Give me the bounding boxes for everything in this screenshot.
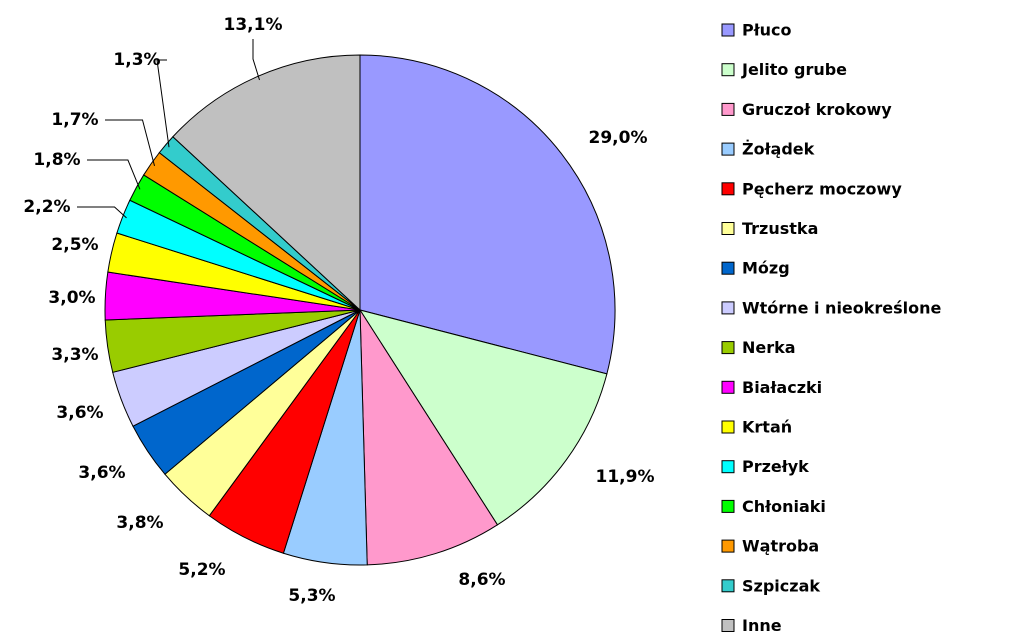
legend-swatch	[721, 301, 735, 315]
legend-swatch	[721, 222, 735, 235]
data-label: 1,8%	[33, 150, 80, 170]
legend-label: Wątroba	[742, 537, 819, 556]
leader-line	[252, 39, 260, 81]
legend-label: Płuco	[742, 21, 792, 40]
data-label: 2,2%	[23, 197, 70, 217]
pie-slice	[358, 309, 608, 526]
legend-label: Szpiczak	[742, 576, 820, 595]
legend-label: Trzustka	[742, 219, 818, 238]
data-label: 1,7%	[51, 110, 98, 130]
legend-label: Jelito grube	[741, 60, 847, 79]
legend-label: Mózg	[742, 259, 790, 278]
legend-swatch	[721, 460, 735, 474]
legend-label: Inne	[742, 616, 782, 635]
legend-swatch	[721, 142, 735, 156]
legend-swatch	[721, 63, 735, 77]
data-label: 13,1%	[224, 15, 283, 35]
data-label: 3,6%	[56, 403, 103, 423]
data-label: 3,0%	[48, 288, 95, 308]
data-label: 2,5%	[51, 235, 98, 255]
legend-label: Pęcherz moczowy	[742, 179, 902, 198]
legend-swatch	[721, 380, 735, 394]
data-label: 3,6%	[78, 463, 125, 483]
legend-swatch	[721, 341, 735, 355]
leader-line	[105, 119, 155, 166]
data-label: 5,2%	[178, 560, 225, 580]
legend-label: Wtórne i nieokreślone	[742, 298, 942, 317]
leader-line	[156, 59, 170, 148]
legend-swatch	[721, 420, 735, 434]
legend-swatch	[721, 102, 735, 116]
data-label: 11,9%	[596, 467, 655, 487]
legend-swatch	[721, 539, 735, 553]
legend-swatch	[721, 23, 735, 37]
leader-line	[77, 206, 127, 219]
legend-label: Gruczoł krokowy	[742, 100, 892, 119]
data-label: 29,0%	[589, 128, 648, 148]
data-label: 5,3%	[288, 586, 335, 606]
legend-swatch	[721, 619, 735, 632]
legend-label: Nerka	[742, 338, 796, 357]
pie-slice	[359, 308, 499, 566]
legend-label: Krtań	[742, 418, 792, 437]
legend-label: Przełyk	[742, 457, 809, 476]
legend-swatch	[721, 579, 735, 593]
leader-line	[87, 159, 141, 190]
legend-swatch	[721, 261, 735, 275]
data-label: 3,3%	[51, 345, 98, 365]
legend-swatch	[721, 182, 735, 196]
legend-label: Chłoniaki	[742, 497, 826, 516]
data-label: 3,8%	[116, 513, 163, 533]
legend-swatch	[721, 499, 735, 513]
legend-label: Białaczki	[742, 378, 822, 397]
legend-label: Żołądek	[742, 140, 815, 159]
data-label: 1,3%	[113, 50, 160, 70]
pie-slice	[359, 54, 616, 375]
data-label: 8,6%	[458, 570, 505, 590]
